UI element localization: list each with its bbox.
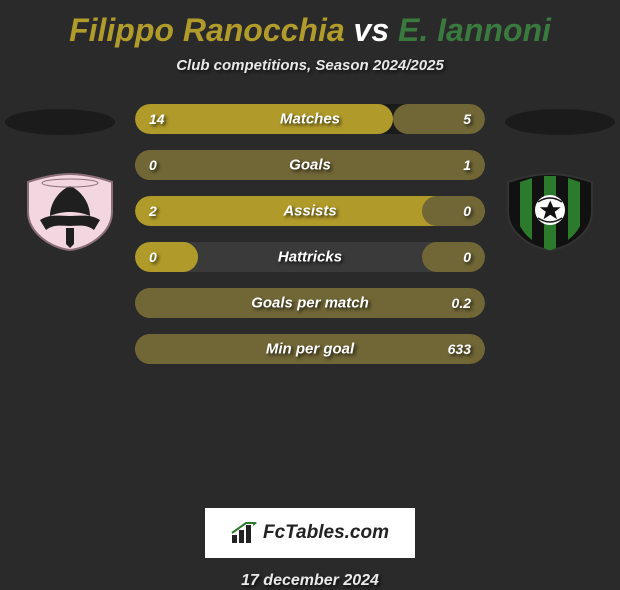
club-badge-left: [20, 172, 120, 252]
player2-name: E. Iannoni: [398, 12, 551, 48]
player1-name: Filippo Ranocchia: [69, 12, 345, 48]
stat-label: Min per goal: [135, 341, 485, 358]
stat-row: 0.2Goals per match: [135, 288, 485, 318]
footer-date: 17 december 2024: [0, 572, 620, 590]
stat-row: 633Min per goal: [135, 334, 485, 364]
vs-text: vs: [354, 12, 390, 48]
season-subtitle: Club competitions, Season 2024/2025: [0, 57, 620, 74]
ellipse-right: [505, 109, 615, 135]
fctables-logo-icon: [231, 522, 257, 544]
stat-row: 01Goals: [135, 150, 485, 180]
stat-row: 145Matches: [135, 104, 485, 134]
stat-label: Goals per match: [135, 295, 485, 312]
stat-label: Goals: [135, 157, 485, 174]
stat-label: Assists: [135, 203, 485, 220]
sassuolo-shield-icon: [500, 172, 600, 252]
comparison-title: Filippo Ranocchia vs E. Iannoni: [0, 0, 620, 49]
brand-badge: FcTables.com: [205, 508, 415, 558]
palermo-shield-icon: [20, 172, 120, 252]
stat-bars: 145Matches 01Goals 20Assists 00Hattricks 0.2…: [135, 104, 485, 380]
club-badge-right: [500, 172, 600, 252]
brand-text: FcTables.com: [263, 522, 389, 544]
comparison-content: 145Matches 01Goals 20Assists 00Hattricks 0.2…: [0, 104, 620, 504]
stat-row: 00Hattricks: [135, 242, 485, 272]
stat-label: Hattricks: [135, 249, 485, 266]
stat-label: Matches: [135, 111, 485, 128]
ellipse-left: [5, 109, 115, 135]
stat-row: 20Assists: [135, 196, 485, 226]
